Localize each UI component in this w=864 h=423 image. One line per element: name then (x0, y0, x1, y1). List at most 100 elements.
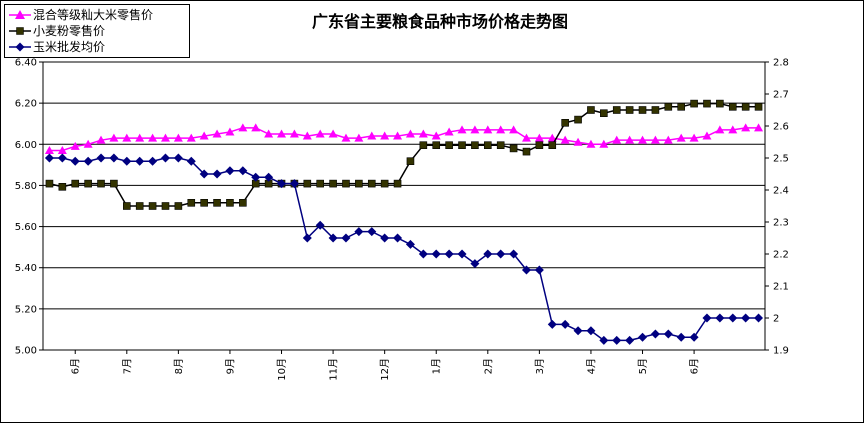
data-point (431, 131, 441, 140)
data-point (458, 141, 466, 149)
data-point (354, 227, 364, 237)
data-point (70, 156, 80, 166)
data-point (405, 239, 415, 249)
series-layer (44, 99, 764, 345)
x-tick-label: 5月 (637, 358, 649, 374)
data-point (625, 106, 634, 114)
data-point (703, 99, 711, 108)
data-point (226, 199, 234, 207)
data-point (238, 166, 248, 176)
x-tick-label: 10月 (276, 358, 288, 381)
x-axis: 6月 7月 8月 9月 10月 11月 12月 1月 2月 3月 4月 5月 6月 (70, 350, 701, 381)
data-point (148, 202, 157, 210)
data-point (599, 335, 609, 345)
data-point (690, 99, 698, 108)
data-point (302, 131, 312, 140)
data-point (342, 179, 350, 188)
legend-swatch-flour (9, 27, 31, 35)
data-point (677, 103, 685, 111)
data-point (702, 313, 712, 323)
data-point (534, 265, 544, 275)
data-point (264, 129, 274, 138)
data-point (534, 133, 544, 142)
legend-label-rice: 混合等级籼大米零售价 (33, 8, 154, 22)
data-point (587, 106, 595, 114)
data-point (522, 147, 531, 156)
right-tick-label: 2.4 (773, 186, 789, 197)
data-point (689, 133, 699, 142)
right-axis: 1.9 2 2.1 2.2 2.3 2.4 2.5 2.6 2.7 2.8 (765, 58, 789, 357)
right-tick-label: 2.5 (773, 154, 789, 165)
data-point (200, 199, 208, 207)
data-point (728, 103, 737, 111)
data-point (251, 123, 261, 132)
data-point (315, 129, 325, 138)
data-point (521, 133, 531, 142)
data-point (664, 103, 673, 111)
data-point (612, 106, 621, 114)
right-tick-label: 2 (773, 314, 779, 325)
data-point (574, 115, 582, 124)
data-point (238, 123, 248, 132)
data-point (406, 157, 415, 165)
data-point (625, 135, 635, 144)
left-tick-label: 5.80 (15, 181, 37, 192)
data-point (123, 202, 131, 210)
data-point (83, 139, 93, 148)
right-tick-label: 2.6 (773, 122, 789, 133)
data-point (509, 125, 519, 134)
data-point (44, 153, 54, 163)
data-point (470, 125, 480, 134)
data-point (187, 199, 196, 207)
chart-title: 广东省主要粮食品种市场价格走势图 (311, 12, 568, 31)
data-point (45, 179, 54, 188)
right-tick-label: 2.8 (773, 58, 789, 69)
right-tick-label: 1.9 (773, 346, 789, 357)
data-point (496, 141, 505, 149)
data-point (303, 179, 312, 188)
left-tick-label: 6.40 (15, 58, 37, 69)
data-point (509, 249, 519, 259)
data-point (715, 125, 725, 134)
data-point (199, 169, 209, 179)
data-point (754, 123, 764, 132)
data-point (84, 179, 92, 188)
data-point (715, 313, 725, 323)
data-point (96, 135, 106, 144)
data-point (484, 141, 492, 149)
data-point (716, 99, 724, 108)
data-point (173, 153, 183, 163)
data-point (225, 166, 235, 176)
x-tick-label: 6月 (70, 358, 82, 374)
data-point (419, 141, 428, 149)
left-tick-label: 6.00 (15, 140, 37, 151)
data-point (70, 141, 80, 150)
data-point (741, 313, 751, 323)
data-point (471, 141, 479, 149)
data-point (239, 199, 247, 207)
data-point (213, 199, 221, 207)
data-point (109, 153, 119, 163)
data-point (728, 125, 738, 134)
x-tick-label: 8月 (173, 358, 185, 374)
data-point (599, 139, 609, 148)
data-point (405, 129, 415, 138)
right-tick-label: 2.3 (773, 218, 789, 229)
legend-label-corn: 玉米批发均价 (33, 40, 106, 54)
data-point (445, 141, 453, 149)
data-point (496, 249, 506, 259)
data-point (251, 172, 261, 182)
data-point (122, 156, 132, 166)
data-point (650, 329, 660, 339)
data-point (277, 129, 287, 138)
data-point (535, 141, 544, 149)
data-point (302, 233, 312, 243)
data-point (199, 131, 209, 140)
data-point (135, 156, 145, 166)
data-point (547, 133, 557, 142)
data-point (521, 265, 531, 275)
x-tick-label: 4月 (585, 358, 597, 374)
data-point (432, 141, 441, 149)
data-point (418, 129, 428, 138)
